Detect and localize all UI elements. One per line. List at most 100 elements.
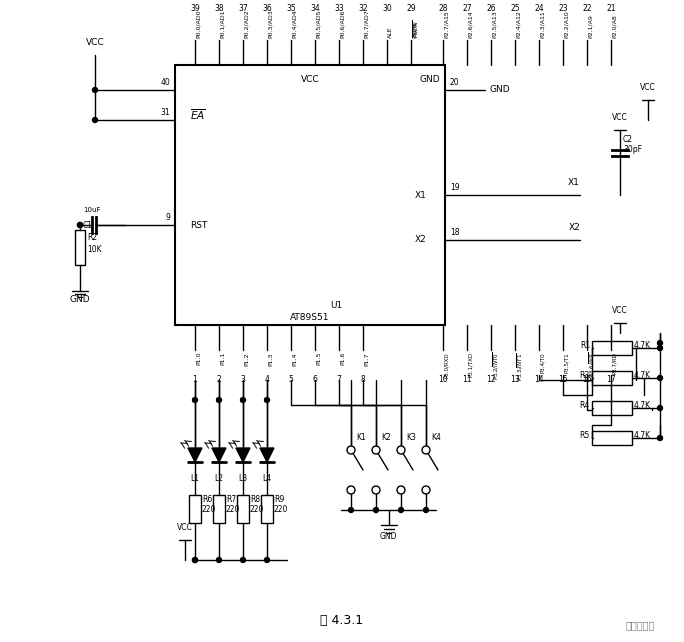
Bar	[213, 495, 225, 523]
Text: K4: K4	[431, 433, 441, 442]
Text: 34: 34	[310, 4, 320, 13]
Bar	[75, 230, 85, 265]
Text: 4: 4	[265, 375, 269, 384]
Circle shape	[372, 446, 380, 454]
Text: 10uF: 10uF	[83, 207, 101, 213]
Text: P2.1/A9: P2.1/A9	[588, 14, 593, 38]
Text: R5: R5	[580, 431, 590, 440]
Text: P2.3/A11: P2.3/A11	[540, 10, 545, 38]
Text: X2: X2	[568, 223, 580, 232]
Circle shape	[422, 446, 430, 454]
Text: R1: R1	[580, 341, 590, 350]
Text: P3.4/T0: P3.4/T0	[540, 352, 545, 372]
Text: P1.1: P1.1	[220, 352, 225, 365]
Bar	[175, 65, 445, 325]
Circle shape	[217, 557, 222, 562]
Text: RST: RST	[190, 220, 207, 229]
Text: $\overline{EA}$: $\overline{EA}$	[190, 108, 206, 123]
Text: 31: 31	[160, 108, 170, 117]
Text: GND: GND	[419, 76, 440, 85]
Text: 27: 27	[462, 4, 472, 13]
Text: P2.0/A8: P2.0/A8	[612, 14, 617, 38]
Text: 电子发烧友: 电子发烧友	[625, 620, 655, 630]
Text: R6: R6	[202, 495, 212, 504]
Text: 220: 220	[202, 505, 216, 514]
Circle shape	[241, 397, 246, 403]
Polygon shape	[260, 448, 274, 462]
Text: C2: C2	[623, 135, 633, 144]
Bar	[189, 495, 201, 523]
Text: PSEN: PSEN	[412, 22, 417, 38]
Text: 4.7K: 4.7K	[634, 341, 651, 350]
Text: K2: K2	[381, 433, 391, 442]
Text: VCC: VCC	[177, 523, 193, 532]
Text: P2.7/A15: P2.7/A15	[444, 10, 449, 38]
Text: 37: 37	[238, 4, 248, 13]
Circle shape	[657, 340, 663, 345]
Text: 6: 6	[313, 375, 317, 384]
Circle shape	[92, 87, 98, 92]
Text: P0.0/AD0: P0.0/AD0	[196, 10, 201, 38]
Polygon shape	[188, 448, 202, 462]
Text: X2: X2	[415, 236, 427, 245]
Text: 图 4.3.1: 图 4.3.1	[320, 614, 364, 627]
Circle shape	[423, 507, 428, 512]
Text: P3.3/$\overline{INT1}$: P3.3/$\overline{INT1}$	[516, 352, 525, 381]
Text: 20: 20	[450, 78, 460, 87]
Text: P0.5/AD5: P0.5/AD5	[316, 10, 321, 38]
Text: 21: 21	[606, 4, 616, 13]
Text: P1.6: P1.6	[340, 352, 345, 365]
Text: P2.6/A14: P2.6/A14	[468, 10, 473, 38]
Text: 28: 28	[438, 4, 448, 13]
Text: X1: X1	[568, 178, 580, 187]
Circle shape	[657, 435, 663, 440]
Text: 220: 220	[226, 505, 240, 514]
Polygon shape	[212, 448, 226, 462]
Text: VCC: VCC	[612, 306, 628, 315]
Text: P1.2: P1.2	[244, 352, 249, 365]
Text: 4.7K: 4.7K	[634, 371, 651, 380]
Text: P2.4/A12: P2.4/A12	[516, 10, 521, 38]
Text: 25: 25	[510, 4, 520, 13]
Text: X1: X1	[415, 191, 427, 200]
Text: 8: 8	[360, 375, 365, 384]
Text: 17: 17	[606, 375, 616, 384]
Text: P3.2/$\overline{INT0}$: P3.2/$\overline{INT0}$	[492, 352, 501, 380]
Text: 24: 24	[534, 4, 544, 13]
Text: P3.7/RD: P3.7/RD	[612, 352, 617, 374]
Circle shape	[217, 397, 222, 403]
Polygon shape	[236, 448, 250, 462]
Circle shape	[347, 446, 355, 454]
Text: 4.7K: 4.7K	[634, 401, 651, 410]
Text: K3: K3	[406, 433, 416, 442]
Text: P2.2/A10: P2.2/A10	[564, 10, 569, 38]
Text: 36: 36	[262, 4, 272, 13]
Text: 38: 38	[214, 4, 224, 13]
Text: P1.7: P1.7	[364, 352, 369, 365]
Text: 12: 12	[486, 375, 496, 384]
Text: 32: 32	[358, 4, 368, 13]
Text: 22: 22	[582, 4, 592, 13]
Circle shape	[422, 486, 430, 494]
Circle shape	[77, 223, 83, 227]
Text: P3.5/T1: P3.5/T1	[564, 352, 569, 372]
Text: 16: 16	[582, 375, 592, 384]
Text: 35: 35	[286, 4, 296, 13]
Text: VCC: VCC	[301, 76, 319, 85]
Circle shape	[92, 117, 98, 123]
Bar	[237, 495, 249, 523]
Text: P1.5: P1.5	[316, 352, 321, 365]
Circle shape	[397, 486, 405, 494]
Circle shape	[192, 557, 198, 562]
Bar	[592, 401, 632, 415]
Circle shape	[397, 446, 405, 454]
Text: P0.6/AD6: P0.6/AD6	[340, 10, 345, 38]
Text: 30pF: 30pF	[623, 146, 642, 155]
Text: 40: 40	[160, 78, 170, 87]
Text: GND: GND	[490, 85, 511, 94]
Text: P2.5/A13: P2.5/A13	[492, 10, 497, 38]
Circle shape	[77, 223, 83, 227]
Text: L4: L4	[263, 474, 272, 483]
Text: R3: R3	[580, 371, 590, 380]
Bar	[592, 431, 632, 445]
